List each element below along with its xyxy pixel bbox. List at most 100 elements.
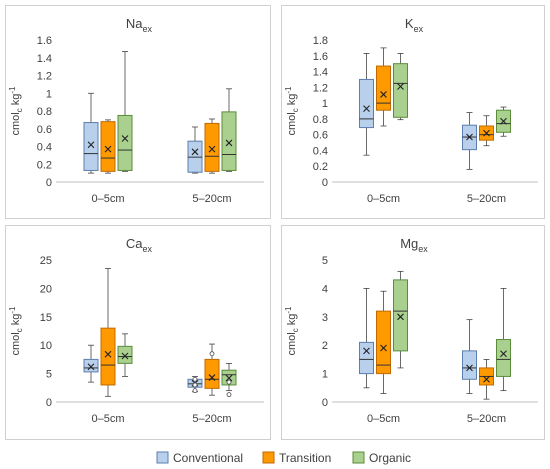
k-box-transition-1	[479, 115, 494, 147]
mean-marker	[397, 313, 404, 321]
na-y-tick-label: 1.6	[37, 35, 52, 47]
na-y-tick-label: 0.4	[37, 142, 52, 154]
mean-marker	[466, 364, 473, 372]
box-iqr	[204, 358, 220, 389]
k-y-tick-label: 1	[322, 98, 328, 110]
box-iqr	[117, 114, 133, 171]
na-box-organic-1	[221, 88, 237, 172]
legend-item-organic: Organic	[352, 451, 411, 465]
na-y-axis-label: cmolc kg-1	[8, 86, 24, 136]
chart-svg-ca: Caex cmolc kg-1 0 5 10 15 20 25 0–5cm 5–20cm	[8, 236, 264, 425]
na-chart-title: Naex	[126, 16, 153, 34]
mg-box-conventional-0	[359, 288, 374, 389]
chart-legend: Conventional Transition Organic	[156, 451, 411, 465]
box-iqr	[496, 339, 511, 377]
na-y-tick-label: 1	[46, 88, 52, 100]
mean-marker	[397, 83, 404, 90]
k-box-organic-0	[393, 53, 408, 121]
outlier-point	[192, 376, 198, 382]
ca-box-organic-0	[117, 333, 133, 377]
k-y-tick-label: 0.2	[313, 161, 328, 173]
k-y-tick-label: 1.2	[313, 82, 328, 94]
mg-box-organic-1	[496, 288, 511, 392]
k-y-tick-label: 1.6	[313, 51, 328, 63]
na-y-tick-label: 0.2	[37, 159, 52, 171]
outlier-point	[226, 379, 232, 385]
chart-panel-mg: Mgex cmolc kg-1 0 1 2 3 4 5 0–5cm 5–20cm	[281, 225, 545, 440]
outlier-point	[209, 351, 215, 357]
k-y-tick-label: 0	[322, 177, 328, 189]
box-iqr	[117, 345, 133, 364]
k-box-transition-0	[376, 47, 391, 127]
box-iqr	[204, 122, 220, 172]
ca-y-tick-label: 10	[40, 340, 52, 352]
mean-marker	[225, 374, 233, 382]
box-iqr	[359, 341, 374, 375]
mean-marker	[87, 141, 95, 149]
k-y-tick-label: 0.6	[313, 130, 328, 142]
chart-svg-k: Kex cmolc kg-1 0 0.2 0.4 0.6 0.8 1 1.2 1.4 1.6 1.8 0…	[284, 16, 538, 205]
ca-x-tick-label: 0–5cm	[91, 413, 124, 425]
box-iqr	[359, 78, 374, 129]
mean-marker	[225, 139, 233, 147]
ca-y-tick-label: 20	[40, 283, 52, 295]
mg-box-transition-1	[479, 358, 494, 400]
mean-marker	[104, 350, 112, 358]
chart-panel-ca: Caex cmolc kg-1 0 5 10 15 20 25 0–5cm 5–20cm	[5, 225, 271, 440]
mg-y-tick-label: 0	[322, 397, 328, 409]
mean-marker	[500, 350, 507, 358]
ca-y-tick-label: 25	[40, 255, 52, 267]
k-x-tick-label: 5–20cm	[467, 193, 506, 205]
box-iqr	[393, 63, 408, 118]
legend-swatch	[156, 451, 169, 464]
legend-label: Conventional	[173, 451, 243, 465]
k-y-tick-label: 1.4	[313, 67, 328, 79]
na-box-conventional-1	[187, 126, 203, 174]
mg-y-tick-label: 4	[322, 283, 328, 295]
box-iqr	[376, 310, 391, 375]
box-iqr	[83, 358, 99, 373]
ca-box-organic-1	[221, 362, 237, 398]
chart-svg-mg: Mgex cmolc kg-1 0 1 2 3 4 5 0–5cm 5–20cm	[284, 236, 538, 425]
na-box-transition-0	[100, 119, 116, 174]
k-chart-title: Kex	[405, 16, 424, 34]
ca-box-transition-1	[204, 343, 220, 396]
mg-y-tick-label: 5	[322, 255, 328, 267]
box-iqr	[393, 279, 408, 352]
ca-box-conventional-1	[187, 376, 203, 394]
na-x-tick-label: 5–20cm	[192, 193, 231, 205]
mean-marker	[104, 145, 112, 153]
box-iqr	[221, 111, 237, 171]
ca-y-tick-label: 0	[46, 397, 52, 409]
na-box-conventional-0	[83, 92, 99, 174]
mg-y-tick-label: 3	[322, 312, 328, 324]
mean-marker	[208, 145, 216, 153]
box-iqr	[376, 65, 391, 111]
k-box-conventional-1	[462, 112, 477, 170]
legend-swatch	[262, 451, 275, 464]
na-y-tick-label: 1.2	[37, 71, 52, 83]
na-y-tick-label: 0.6	[37, 124, 52, 136]
na-y-tick-label: 1.4	[37, 53, 52, 65]
mean-marker	[380, 91, 387, 98]
k-y-tick-label: 1.8	[313, 35, 328, 47]
box-iqr	[83, 122, 99, 171]
chart-panel-k: Kex cmolc kg-1 0 0.2 0.4 0.6 0.8 1 1.2 1.4 1.6 1.8 0…	[281, 5, 545, 219]
mean-marker	[208, 374, 216, 381]
ca-y-axis-label: cmolc kg-1	[8, 306, 24, 356]
mg-y-axis-label: cmolc kg-1	[284, 306, 300, 356]
mean-marker	[380, 344, 387, 352]
outlier-point	[226, 392, 232, 398]
na-x-tick-label: 0–5cm	[91, 193, 124, 205]
chart-svg-na: Naex cmolc kg-1 0 0.2 0.4 0.6 0.8 1 1.2 1.4 1.6 0–5…	[8, 16, 264, 205]
na-box-transition-1	[204, 118, 220, 174]
outlier-point	[192, 382, 198, 388]
k-y-tick-label: 0.8	[313, 114, 328, 126]
mg-x-tick-label: 0–5cm	[367, 413, 400, 425]
mg-box-conventional-1	[462, 319, 477, 394]
k-box-conventional-0	[359, 53, 374, 156]
ca-x-tick-label: 5–20cm	[192, 413, 231, 425]
k-x-tick-label: 0–5cm	[367, 193, 400, 205]
mean-marker	[87, 363, 95, 371]
mg-box-transition-0	[376, 290, 391, 394]
